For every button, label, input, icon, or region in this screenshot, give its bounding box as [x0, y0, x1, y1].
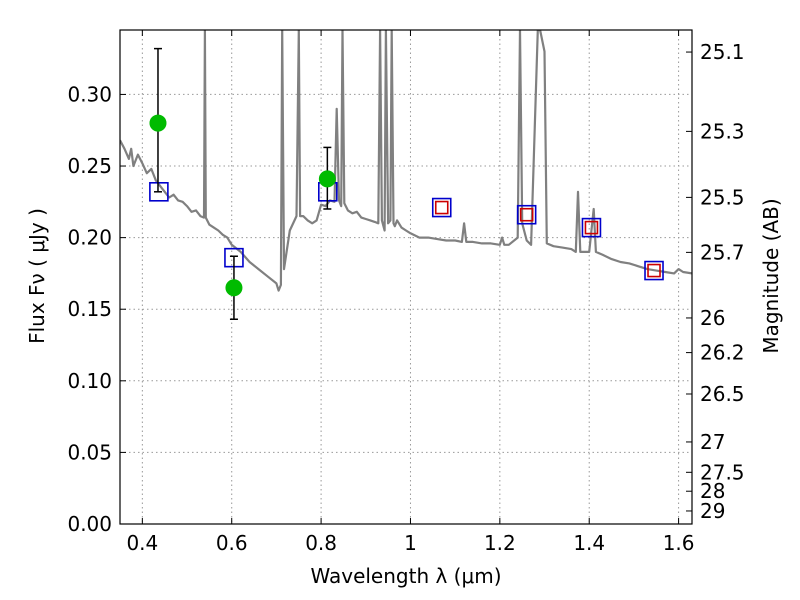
y-tick-label: 0.20	[67, 226, 112, 250]
x-axis-title: Wavelength λ (μm)	[310, 564, 501, 588]
upper-limit-square	[647, 263, 661, 278]
mag-tick-label: 28	[700, 479, 725, 503]
model-flux-square	[581, 217, 602, 238]
axes-group: 0.4 0.6 0.8 1 1.2 1.4 1.6 0.00 0.05 0.10 0.15 0.20 0…	[67, 30, 745, 555]
mag-tick-label: 27.5	[700, 460, 745, 484]
grid	[120, 30, 692, 524]
y-tick-label: 0.05	[67, 440, 112, 464]
mag-tick-label: 26.5	[700, 382, 745, 406]
x-tick-label: 1.6	[663, 531, 695, 555]
mag-tick-label: 25.7	[700, 240, 745, 264]
mag-tick-label: 26	[700, 306, 725, 330]
upper-limit-square	[519, 207, 534, 222]
model-sed-line-group	[120, 30, 692, 292]
upper-limit-square	[434, 200, 449, 215]
observed-flux-point	[225, 279, 243, 297]
mag-tick-label: 27	[700, 430, 725, 454]
x-tick-label: 1.2	[484, 531, 516, 555]
y-tick-label: 0.25	[67, 154, 112, 178]
x-tick-label: 1.4	[573, 531, 605, 555]
model-sed-line	[120, 30, 692, 292]
y-tick-label: 0.10	[67, 369, 112, 393]
mag-tick-label: 25.1	[700, 40, 745, 64]
mag-tick-label: 25.5	[700, 185, 745, 209]
y-tick-label: 0.00	[67, 512, 112, 536]
observed-flux-point	[149, 114, 167, 132]
mag-tick-label: 29	[700, 499, 725, 523]
x-tick-label: 0.6	[216, 531, 248, 555]
model-flux-square	[149, 182, 169, 202]
x-tick-label: 0.8	[305, 531, 337, 555]
model-flux-square	[516, 204, 537, 225]
x-tick-label: 1	[404, 531, 417, 555]
markers-group	[149, 47, 664, 320]
plot-frame	[119, 29, 693, 525]
y-tick-label: 0.15	[67, 297, 112, 321]
y-tick-label: 0.30	[67, 82, 112, 106]
observed-flux-point	[318, 170, 336, 188]
model-flux-square	[431, 197, 452, 218]
x-tick-label: 0.4	[126, 531, 158, 555]
model-flux-square	[644, 260, 664, 281]
mag-tick-label: 26.2	[700, 341, 745, 365]
mag-tick-label: 25.3	[700, 119, 745, 143]
y-axis-title: Flux Fν ( μJy )	[25, 208, 49, 344]
upper-limit-square	[584, 220, 599, 235]
right-axis-title: Magnitude (AB)	[759, 198, 783, 353]
